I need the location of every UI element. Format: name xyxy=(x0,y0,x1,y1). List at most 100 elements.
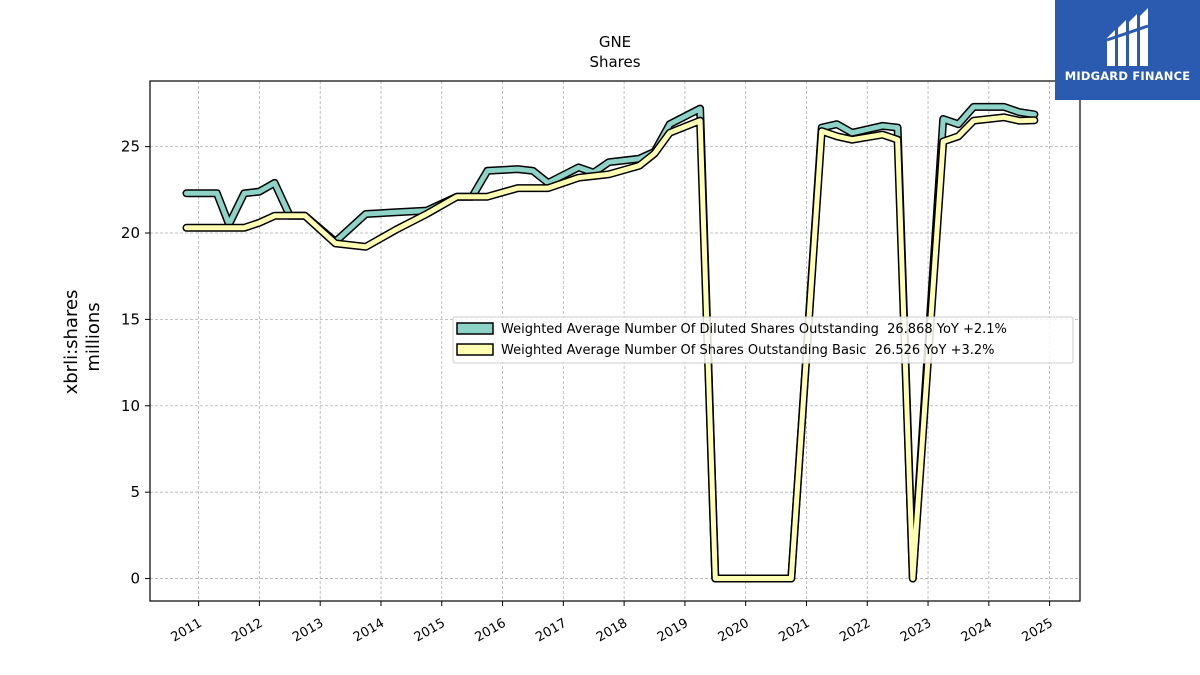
data-point-diluted xyxy=(956,122,960,126)
x-tick-label: 2011 xyxy=(169,616,205,646)
data-point-basic xyxy=(485,195,489,199)
data-point-diluted xyxy=(576,165,580,169)
data-point-basic xyxy=(455,195,459,199)
data-point-basic xyxy=(531,186,535,190)
brand-name: MIDGARD FINANCE xyxy=(1064,69,1191,83)
data-point-diluted xyxy=(531,169,535,173)
data-point-basic xyxy=(895,138,899,142)
data-point-basic xyxy=(196,226,200,230)
data-point-basic xyxy=(668,131,672,135)
data-point-diluted xyxy=(1017,110,1021,114)
x-tick-label: 2017 xyxy=(533,616,569,646)
data-point-diluted xyxy=(835,122,839,126)
data-point-diluted xyxy=(850,131,854,135)
data-point-basic xyxy=(184,226,188,230)
y-axis-label-units: millions xyxy=(83,302,104,371)
x-tick-label: 2023 xyxy=(898,616,934,646)
data-point-diluted xyxy=(196,191,200,195)
data-point-basic xyxy=(272,214,276,218)
legend-label-basic: Weighted Average Number Of Shares Outsta… xyxy=(501,343,995,358)
data-point-basic xyxy=(713,576,717,580)
data-point-basic xyxy=(394,227,398,231)
data-point-basic xyxy=(470,195,474,199)
data-point-diluted xyxy=(880,124,884,128)
brand-logo: MIDGARD FINANCE xyxy=(1055,0,1200,100)
data-point-diluted xyxy=(242,191,246,195)
data-point-basic xyxy=(1032,118,1036,122)
x-tick-label: 2012 xyxy=(229,616,265,646)
data-point-basic xyxy=(880,132,884,136)
x-tick-label: 2019 xyxy=(655,616,691,646)
data-point-diluted xyxy=(215,191,219,195)
data-point-basic xyxy=(546,186,550,190)
data-point-diluted xyxy=(1032,112,1036,116)
x-tick-label: 2013 xyxy=(290,616,326,646)
y-tick-label: 15 xyxy=(121,310,140,328)
legend-box xyxy=(452,316,1074,364)
data-point-basic xyxy=(303,214,307,218)
legend-swatch-basic xyxy=(456,343,494,356)
plot-frame xyxy=(149,80,1081,602)
data-point-basic xyxy=(637,164,641,168)
data-point-diluted xyxy=(272,181,276,185)
stylized-m-logo-icon xyxy=(1106,8,1149,66)
data-point-diluted xyxy=(941,117,945,121)
data-point-diluted xyxy=(184,191,188,195)
y-axis-label: xbrli:shares xyxy=(61,290,82,395)
data-point-basic xyxy=(911,576,915,580)
data-point-diluted xyxy=(698,106,702,110)
data-point-basic xyxy=(728,576,732,580)
x-tick-label: 2016 xyxy=(472,616,508,646)
data-point-diluted xyxy=(971,105,975,109)
data-point-basic xyxy=(789,576,793,580)
legend-swatch-diluted xyxy=(456,322,494,335)
series-line-basic xyxy=(184,114,1037,581)
data-point-basic xyxy=(652,151,656,155)
data-point-basic xyxy=(774,576,778,580)
x-tick-label: 2024 xyxy=(959,616,995,646)
data-point-basic xyxy=(1017,119,1021,123)
data-point-diluted xyxy=(1002,105,1006,109)
data-point-basic xyxy=(288,214,292,218)
x-tick-label: 2015 xyxy=(412,616,448,646)
data-point-basic xyxy=(227,226,231,230)
data-point-basic xyxy=(759,576,763,580)
x-tick-label: 2018 xyxy=(594,616,630,646)
data-point-basic xyxy=(1002,115,1006,119)
data-point-basic xyxy=(744,576,748,580)
x-tick-label: 2014 xyxy=(351,616,387,646)
legend: Weighted Average Number Of Diluted Share… xyxy=(452,316,1074,364)
data-point-basic xyxy=(424,212,428,216)
data-point-diluted xyxy=(516,167,520,171)
y-tick-label: 0 xyxy=(130,570,140,588)
data-point-basic xyxy=(698,119,702,123)
data-point-basic xyxy=(242,226,246,230)
data-point-basic xyxy=(850,138,854,142)
data-point-basic xyxy=(516,186,520,190)
data-point-basic xyxy=(257,221,261,225)
data-point-diluted xyxy=(394,210,398,214)
y-tick-label: 25 xyxy=(121,138,140,156)
x-tick-label: 2021 xyxy=(776,616,812,646)
data-point-basic xyxy=(364,245,368,249)
x-tick-label: 2022 xyxy=(837,616,873,646)
x-tick-label: 2025 xyxy=(1020,616,1056,646)
data-point-basic xyxy=(956,134,960,138)
data-point-diluted xyxy=(607,160,611,164)
data-point-basic xyxy=(820,129,824,133)
data-point-basic xyxy=(215,226,219,230)
chart-title: GNE xyxy=(599,33,631,51)
y-tick-label: 10 xyxy=(121,397,140,415)
y-tick-label: 20 xyxy=(121,224,140,242)
data-point-basic xyxy=(941,139,945,143)
data-point-basic xyxy=(607,172,611,176)
data-point-diluted xyxy=(257,189,261,193)
chart-subtitle: Shares xyxy=(589,53,640,71)
data-point-basic xyxy=(835,134,839,138)
series-lines xyxy=(182,102,1039,583)
data-point-basic xyxy=(592,174,596,178)
data-point-basic xyxy=(576,176,580,180)
data-point-diluted xyxy=(485,169,489,173)
y-tick-label: 5 xyxy=(130,483,140,501)
